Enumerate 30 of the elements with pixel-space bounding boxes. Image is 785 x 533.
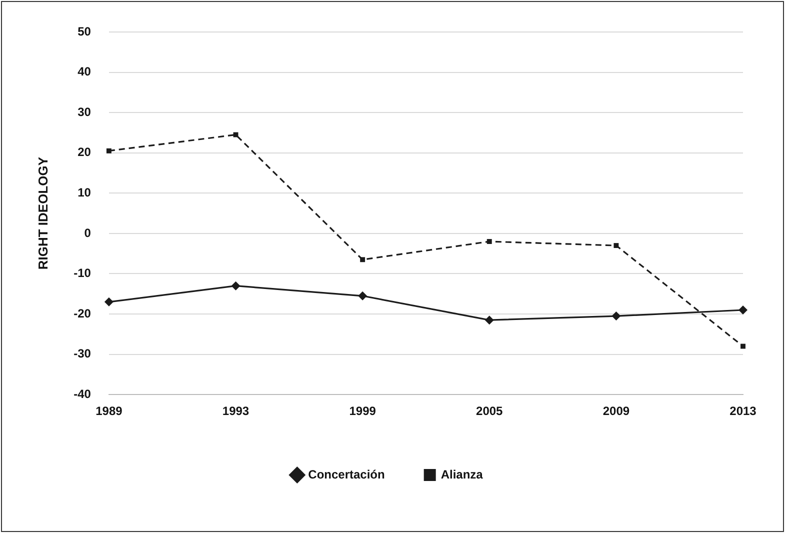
x-tick-label: 1993 bbox=[222, 404, 250, 418]
y-axis-title: RIGHT IDEOLOGY bbox=[35, 156, 50, 270]
point bbox=[614, 243, 619, 248]
y-tick-label: 0 bbox=[84, 226, 92, 240]
point bbox=[104, 297, 114, 306]
y-tick-label: -10 bbox=[74, 266, 92, 280]
x-tick-label: 1989 bbox=[96, 404, 123, 418]
legend-label: Alianza bbox=[440, 467, 484, 482]
y-tick-label: -40 bbox=[74, 386, 92, 401]
y-tick-label: -20 bbox=[74, 306, 92, 320]
point bbox=[484, 316, 494, 325]
point bbox=[486, 239, 492, 244]
y-tick-label: 10 bbox=[78, 185, 92, 200]
point bbox=[740, 344, 746, 349]
y-tick-label: -30 bbox=[74, 346, 92, 361]
x-tick-label: 2005 bbox=[476, 404, 504, 418]
y-tick-label: 40 bbox=[78, 64, 92, 79]
point bbox=[106, 148, 112, 154]
point bbox=[231, 281, 240, 290]
x-tick-label: 2013 bbox=[730, 404, 757, 418]
x-tick-label: 2009 bbox=[602, 404, 630, 418]
point bbox=[738, 305, 748, 314]
y-tick-label: 20 bbox=[78, 145, 92, 160]
y-tick-label: 50 bbox=[78, 24, 92, 38]
point bbox=[358, 291, 368, 300]
point bbox=[612, 312, 621, 321]
legend-label: Concertación bbox=[308, 467, 385, 482]
x-tick-label: 1999 bbox=[349, 404, 376, 418]
point bbox=[360, 257, 366, 262]
y-tick-label: 30 bbox=[78, 104, 92, 119]
